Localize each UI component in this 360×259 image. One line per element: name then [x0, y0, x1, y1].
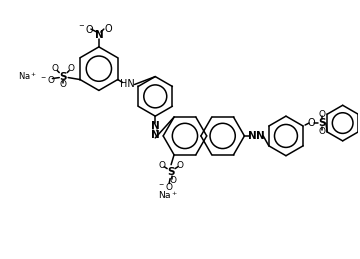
Text: O: O [52, 64, 59, 73]
Text: N: N [151, 121, 159, 131]
Text: N: N [151, 130, 159, 140]
Text: O: O [307, 118, 315, 128]
Text: O: O [105, 24, 113, 34]
Text: S: S [59, 71, 67, 82]
Text: $^-$O: $^-$O [39, 74, 56, 85]
Text: N: N [256, 131, 265, 141]
Text: S: S [167, 167, 175, 177]
Text: O: O [60, 80, 67, 89]
Text: Na$^+$: Na$^+$ [158, 190, 178, 201]
Text: N: N [248, 131, 257, 141]
Text: $^-$O: $^-$O [157, 181, 174, 192]
Text: O: O [318, 127, 325, 136]
Text: O: O [68, 64, 75, 73]
Text: O: O [176, 161, 184, 170]
Text: S: S [318, 118, 326, 128]
Text: N: N [95, 30, 103, 40]
Text: O: O [159, 161, 166, 170]
Text: Na$^+$: Na$^+$ [18, 71, 37, 82]
Text: O: O [318, 110, 325, 119]
Text: HN: HN [120, 80, 135, 90]
Text: $^-$O: $^-$O [77, 23, 95, 35]
Text: O: O [170, 176, 176, 185]
